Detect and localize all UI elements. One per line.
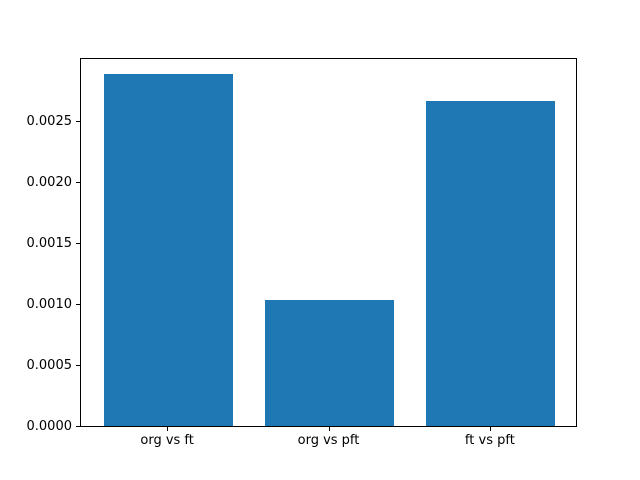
y-tick-mark xyxy=(76,181,80,183)
y-tick-label: 0.0025 xyxy=(26,113,73,129)
bar-org-vs-ft xyxy=(103,74,233,426)
y-tick-mark xyxy=(76,426,80,427)
y-tick-label: 0.0010 xyxy=(26,296,73,312)
bar-ft-vs-pft xyxy=(426,101,556,426)
y-tick-label: 0.0020 xyxy=(26,174,73,190)
plot-area xyxy=(80,58,577,427)
y-tick-label: 0.0015 xyxy=(26,235,73,251)
y-tick-mark xyxy=(76,120,80,122)
y-tick-mark xyxy=(76,303,80,305)
x-tick-mark xyxy=(167,427,169,431)
x-tick-label: ft vs pft xyxy=(464,433,515,448)
y-tick-mark xyxy=(76,242,80,244)
y-tick-label: 0.0000 xyxy=(26,419,73,434)
x-tick-label: org vs pft xyxy=(297,433,360,448)
x-tick-label: org vs ft xyxy=(140,433,194,448)
x-tick-mark xyxy=(328,427,330,431)
y-tick-label: 0.0005 xyxy=(26,357,73,373)
y-tick-mark xyxy=(76,364,80,366)
x-tick-mark xyxy=(489,427,491,431)
bar-org-vs-pft xyxy=(264,300,395,426)
